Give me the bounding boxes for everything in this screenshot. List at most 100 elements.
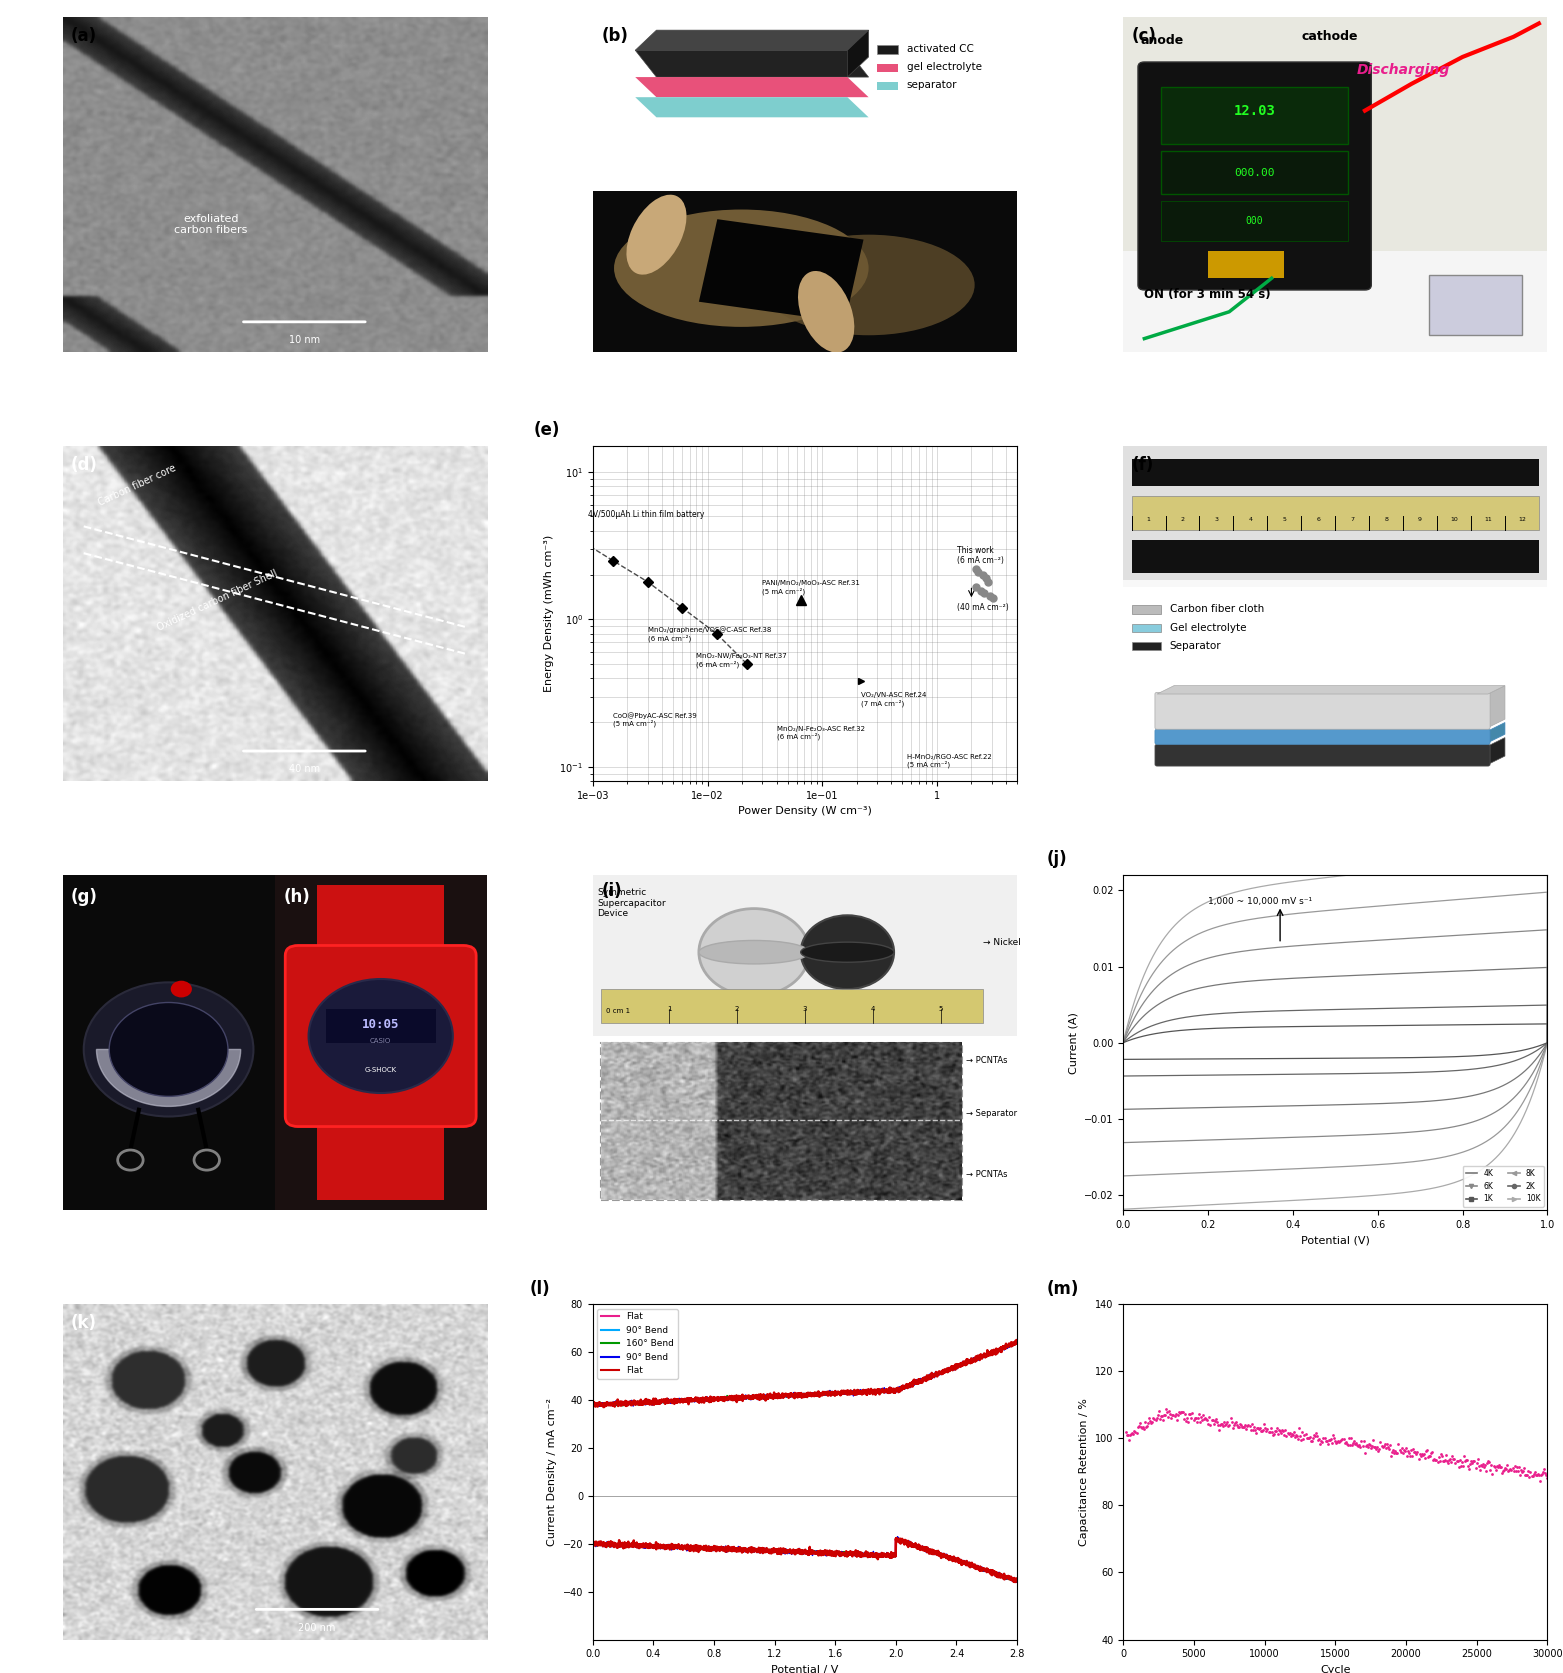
Text: Separator: Separator — [1169, 641, 1221, 651]
Bar — [317, 885, 444, 969]
Text: (40 mA cm⁻²): (40 mA cm⁻²) — [957, 604, 1008, 612]
Flat — [1008, 1332, 1027, 1352]
Bar — [63, 875, 275, 1210]
Text: (d): (d) — [70, 457, 98, 473]
Bar — [592, 191, 1018, 351]
Text: 10:05: 10:05 — [363, 1017, 400, 1031]
Bar — [602, 1042, 961, 1200]
Text: 1,000 ~ 10,000 mV s⁻¹: 1,000 ~ 10,000 mV s⁻¹ — [1208, 897, 1311, 907]
Flat — [789, 1385, 808, 1405]
Ellipse shape — [799, 271, 855, 353]
Text: 8: 8 — [1385, 517, 1388, 522]
Text: 2: 2 — [1180, 517, 1185, 522]
Bar — [699, 219, 863, 323]
Polygon shape — [635, 97, 869, 117]
Bar — [877, 64, 899, 72]
Bar — [1132, 497, 1540, 530]
Text: cathode: cathode — [1302, 30, 1358, 43]
Y-axis label: Current Density / mA cm⁻²: Current Density / mA cm⁻² — [547, 1399, 556, 1546]
Text: ON (for 3 min 54 s): ON (for 3 min 54 s) — [1144, 288, 1271, 301]
Text: G-SHOCK: G-SHOCK — [364, 1067, 397, 1072]
X-axis label: Cycle: Cycle — [1321, 1665, 1350, 1673]
Flat — [778, 1385, 797, 1405]
Text: 3: 3 — [803, 1005, 807, 1012]
Text: (m): (m) — [1047, 1280, 1078, 1298]
Flat — [583, 1395, 602, 1415]
Text: 000.00: 000.00 — [1235, 167, 1275, 177]
Text: 10: 10 — [1450, 517, 1458, 522]
Bar — [1161, 201, 1347, 241]
Polygon shape — [635, 77, 869, 97]
Text: (l): (l) — [530, 1280, 550, 1298]
Text: (f): (f) — [1132, 457, 1153, 473]
Text: Carbon fiber cloth: Carbon fiber cloth — [1169, 604, 1264, 614]
Bar — [1132, 606, 1161, 614]
Text: CoO@PbyAC-ASC Ref.39
(5 mA cm⁻²): CoO@PbyAC-ASC Ref.39 (5 mA cm⁻²) — [613, 711, 697, 728]
Text: (i): (i) — [602, 882, 622, 900]
Text: (k): (k) — [70, 1315, 97, 1332]
Circle shape — [170, 980, 192, 997]
Text: PANI/MnO₂/MoO₃-ASC Ref.31
(5 mA cm⁻²): PANI/MnO₂/MoO₃-ASC Ref.31 (5 mA cm⁻²) — [763, 581, 860, 596]
Ellipse shape — [699, 940, 810, 964]
Bar — [450, 982, 463, 1002]
Bar — [1161, 87, 1347, 144]
Text: 11: 11 — [1485, 517, 1491, 522]
Text: 10 nm: 10 nm — [289, 335, 320, 345]
Line: Flat: Flat — [592, 1342, 1018, 1405]
Text: (g): (g) — [70, 888, 98, 907]
Ellipse shape — [763, 234, 975, 335]
Bar — [317, 1116, 444, 1200]
Polygon shape — [1488, 686, 1505, 728]
Text: 7: 7 — [1350, 517, 1354, 522]
Bar — [1132, 540, 1540, 574]
Flat — [917, 1369, 936, 1389]
Text: 4: 4 — [1249, 517, 1252, 522]
Text: 200 nm: 200 nm — [299, 1623, 336, 1633]
X-axis label: Potential (V): Potential (V) — [1300, 1236, 1369, 1246]
Text: MnO₂/N-Fe₂O₃-ASC Ref.32
(6 mA cm⁻²): MnO₂/N-Fe₂O₃-ASC Ref.32 (6 mA cm⁻²) — [777, 726, 864, 741]
Polygon shape — [97, 1049, 241, 1106]
Circle shape — [699, 908, 810, 995]
Text: Oxidized carbon fiber Shell: Oxidized carbon fiber Shell — [156, 567, 280, 632]
Text: (e): (e) — [533, 422, 560, 440]
Text: Discharging: Discharging — [1357, 62, 1450, 77]
Text: separator: separator — [907, 80, 957, 90]
Bar — [602, 989, 983, 1022]
Bar — [1132, 460, 1540, 487]
Bar — [299, 982, 311, 1002]
FancyBboxPatch shape — [1155, 729, 1490, 744]
Text: (h): (h) — [283, 888, 309, 907]
Bar — [1161, 151, 1347, 194]
Text: → Nickel: → Nickel — [983, 937, 1021, 947]
Bar — [1132, 624, 1161, 632]
Polygon shape — [1488, 723, 1505, 743]
Text: activated CC: activated CC — [907, 43, 974, 54]
Polygon shape — [635, 30, 869, 50]
Text: (a): (a) — [70, 27, 97, 45]
Text: MnO₂/graphene/VOS@C-ASC Ref.38
(6 mA cm⁻²): MnO₂/graphene/VOS@C-ASC Ref.38 (6 mA cm⁻… — [647, 626, 771, 642]
Bar — [1132, 642, 1161, 651]
Text: 1: 1 — [667, 1005, 672, 1012]
Text: gel electrolyte: gel electrolyte — [907, 62, 982, 72]
Ellipse shape — [800, 942, 894, 962]
Text: (b): (b) — [602, 27, 628, 45]
Text: anode: anode — [1139, 33, 1183, 47]
Bar — [1429, 274, 1522, 335]
Legend: 4K, 6K, 1K, 8K, 2K, 10K: 4K, 6K, 1K, 8K, 2K, 10K — [1463, 1166, 1544, 1206]
Text: Carbon fiber core: Carbon fiber core — [97, 463, 178, 509]
Polygon shape — [847, 30, 869, 77]
Text: (c): (c) — [1132, 27, 1157, 45]
Bar — [592, 17, 1018, 184]
Ellipse shape — [614, 209, 869, 326]
FancyBboxPatch shape — [1155, 693, 1490, 729]
Text: 5: 5 — [1282, 517, 1286, 522]
Bar — [877, 45, 899, 54]
Circle shape — [109, 1002, 228, 1096]
X-axis label: Power Density (W cm⁻³): Power Density (W cm⁻³) — [738, 806, 872, 816]
Y-axis label: Current (A): Current (A) — [1068, 1012, 1078, 1074]
Legend: Flat, 90° Bend, 160° Bend, 90° Bend, Flat: Flat, 90° Bend, 160° Bend, 90° Bend, Fla… — [597, 1308, 678, 1379]
Flat — [996, 1337, 1014, 1357]
Text: → Separator: → Separator — [966, 1109, 1018, 1119]
Polygon shape — [635, 50, 869, 77]
Text: exfoliated
carbon fibers: exfoliated carbon fibers — [175, 214, 247, 236]
